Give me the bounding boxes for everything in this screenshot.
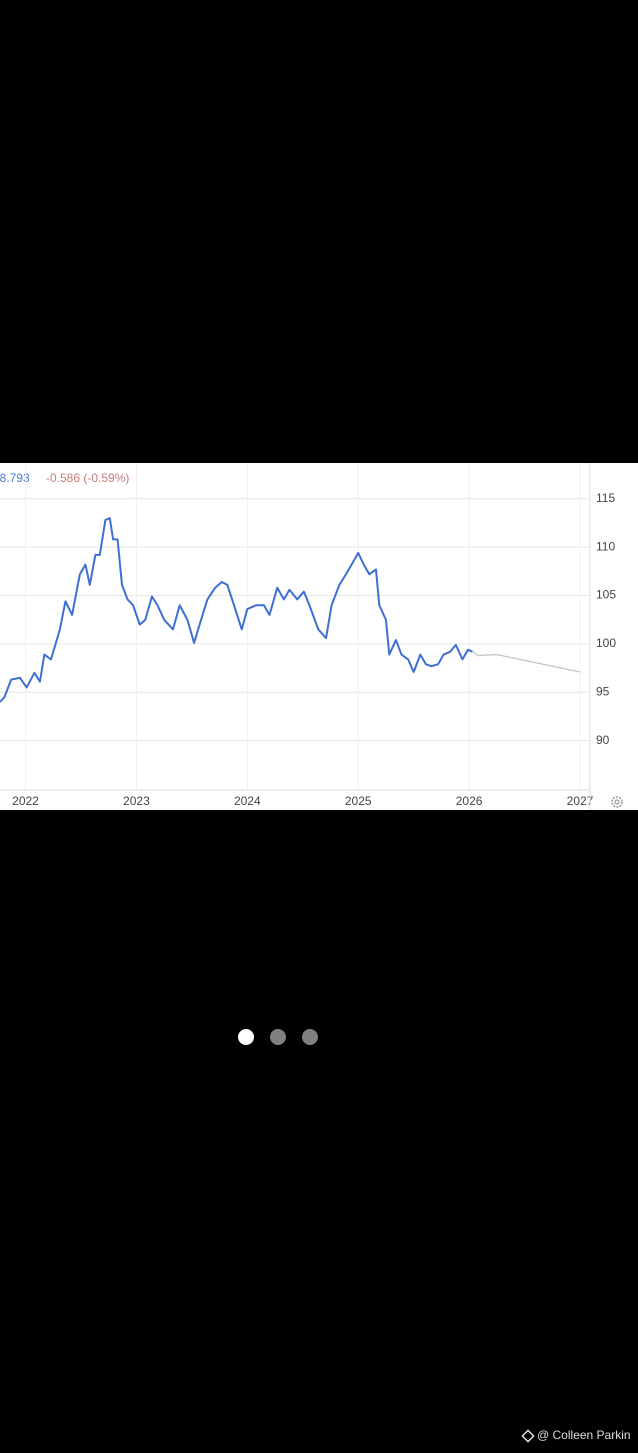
x-tick-label: 2027: [567, 794, 594, 808]
carousel-dot[interactable]: [270, 1029, 286, 1045]
header-value: 98.793: [0, 471, 30, 485]
settings-icon[interactable]: [611, 796, 623, 808]
line-series: [472, 651, 581, 673]
plot: 90 95 100 105 110 115 2022 2023 2024 2025 2026 2027: [0, 463, 616, 810]
x-tick-label: 2023: [123, 794, 150, 808]
header-change: -0.586 (-0.59%): [46, 471, 129, 485]
x-tick-label: 2024: [234, 794, 261, 808]
y-tick-label: 115: [596, 491, 615, 505]
y-tick-label: 100: [596, 636, 616, 650]
x-tick-label: 2026: [456, 794, 483, 808]
y-tick-label: 105: [596, 588, 616, 602]
watermark: @ Colleen Parkin: [537, 1428, 631, 1442]
carousel-dot[interactable]: [302, 1029, 318, 1045]
y-tick-label: 110: [596, 539, 615, 553]
watermark-icon: [521, 1429, 535, 1443]
y-tick-label: 90: [596, 733, 610, 747]
y-tick-label: 95: [596, 684, 610, 698]
chart-panel: [0, 463, 638, 810]
line-series: [0, 517, 473, 703]
x-tick-label: 2022: [12, 794, 39, 808]
carousel-dot-active[interactable]: [238, 1029, 254, 1045]
x-tick-label: 2025: [345, 794, 372, 808]
